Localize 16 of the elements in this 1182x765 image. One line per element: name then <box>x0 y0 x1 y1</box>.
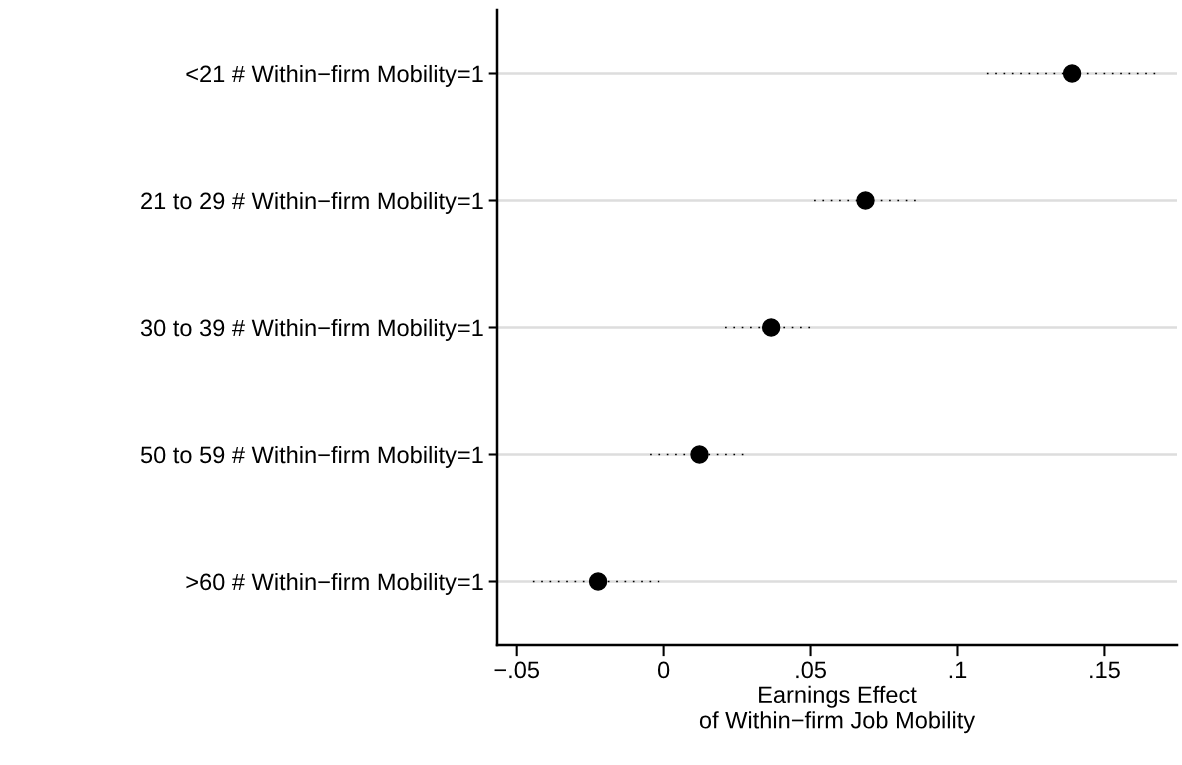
y-tick-label: 50 to 59 # Within−firm Mobility=1 <box>140 445 483 468</box>
point <box>588 572 608 591</box>
x-tick-label: .05 <box>796 661 826 679</box>
x-axis-title: Earnings Effect of Within−firm Job Mobility <box>699 685 976 734</box>
point <box>690 445 709 464</box>
x-tick-label: −.05 <box>494 661 540 679</box>
x-tick-label: .15 <box>1090 661 1120 679</box>
point <box>856 191 875 210</box>
point <box>1062 64 1082 83</box>
x-tick-label: 0 <box>657 661 670 679</box>
y-tick-label: 21 to 29 # Within−firm Mobility=1 <box>141 191 483 214</box>
y-tick-label: 30 to 39 # Within−firm Mobility=1 <box>140 318 483 341</box>
point <box>761 318 781 337</box>
x-tick-label: .1 <box>949 661 967 679</box>
y-tick-label: <21 # Within−firm Mobility=1 <box>186 64 483 87</box>
y-tick-label: >60 # Within−firm Mobility=1 <box>186 572 483 595</box>
